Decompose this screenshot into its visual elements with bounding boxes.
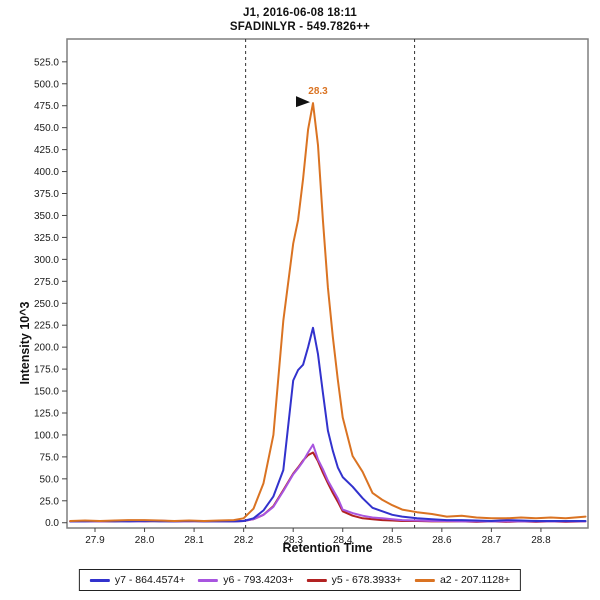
- legend-swatch-y7-icon: [89, 578, 110, 582]
- legend-item-a2: a2 - 207.1128+: [414, 574, 511, 586]
- y-tick-label: 0.0: [45, 518, 59, 529]
- peptide-title: SFADINLYR - 549.7826++: [229, 21, 371, 33]
- plot-frame[interactable]: [66, 38, 589, 529]
- y-tick-label: 100.0: [34, 430, 59, 441]
- peak-pointer-icon[interactable]: [296, 96, 311, 108]
- y-tick-label: 125.0: [34, 408, 59, 419]
- y-tick-label: 150.0: [34, 387, 59, 398]
- y-tick-label: 25.0: [40, 496, 60, 507]
- y-tick-label: 350.0: [34, 211, 59, 222]
- y-axis-title: Intensity 10^3: [18, 301, 32, 385]
- trace-y7: [69, 326, 587, 523]
- y-tick-label: 500.0: [34, 79, 59, 90]
- y-tick-label: 75.0: [40, 452, 60, 463]
- y-tick-label: 175.0: [34, 365, 59, 376]
- replicate-title: J1, 2016-06-08 18:11: [243, 7, 357, 19]
- legend-item-y7: y7 - 864.4574+: [89, 574, 186, 586]
- x-tick-label: 28.3: [283, 535, 303, 546]
- y-tick-label: 50.0: [40, 474, 60, 485]
- trace-a2: [69, 102, 587, 522]
- y-tick-label: 525.0: [34, 57, 59, 68]
- y-tick-label: 200.0: [34, 343, 59, 354]
- x-tick-label: 28.1: [184, 535, 204, 546]
- legend-swatch-a2-icon: [414, 578, 435, 582]
- y-tick-label: 450.0: [34, 123, 59, 134]
- x-tick-label: 28.7: [482, 535, 502, 546]
- trace-y5: [69, 451, 587, 523]
- y-tick-label: 300.0: [34, 255, 59, 266]
- x-tick-label: 28.0: [135, 535, 155, 546]
- y-tick-label: 425.0: [34, 145, 59, 156]
- legend-item-y5: y5 - 678.3933+: [306, 574, 402, 586]
- legend-label-y5: y5 - 678.3933+: [331, 574, 402, 586]
- x-tick-label: 28.2: [234, 535, 254, 546]
- legend-swatch-y6-icon: [198, 578, 219, 582]
- x-tick-label: 28.4: [333, 535, 353, 546]
- y-tick-label: 375.0: [34, 189, 59, 200]
- y-tick-label: 325.0: [34, 233, 59, 244]
- x-tick-label: 28.5: [383, 535, 403, 546]
- x-axis-title: Retention Time: [282, 541, 373, 555]
- legend-label-a2: a2 - 207.1128+: [439, 574, 511, 586]
- x-tick-label: 28.6: [432, 535, 452, 546]
- legend: y7 - 864.4574+ y6 - 793.4203+ y5 - 678.393…: [78, 569, 522, 591]
- x-tick-label: 27.9: [85, 535, 105, 546]
- y-tick-label: 400.0: [34, 167, 59, 178]
- chromatogram-plot[interactable]: 27.9 28.0 28.1 28.2 28.3 28.4 28.5 28.6 28.7 28.8…: [0, 0, 600, 565]
- legend-label-y6: y6 - 793.4203+: [223, 574, 294, 586]
- chart-title-block: J1, 2016-06-08 18:11 SFADINLYR - 549.782…: [0, 6, 600, 34]
- y-tick-label: 225.0: [34, 321, 59, 332]
- x-tick-label: 28.8: [531, 535, 551, 546]
- legend-item-y6: y6 - 793.4203+: [198, 574, 294, 586]
- y-tick-label: 250.0: [34, 299, 59, 310]
- legend-label-y7: y7 - 864.4574+: [114, 574, 186, 586]
- y-tick-label: 475.0: [34, 101, 59, 112]
- y-tick-label: 275.0: [34, 277, 59, 288]
- legend-swatch-y5-icon: [306, 578, 327, 582]
- peak-annotation-label: 28.3: [308, 86, 328, 97]
